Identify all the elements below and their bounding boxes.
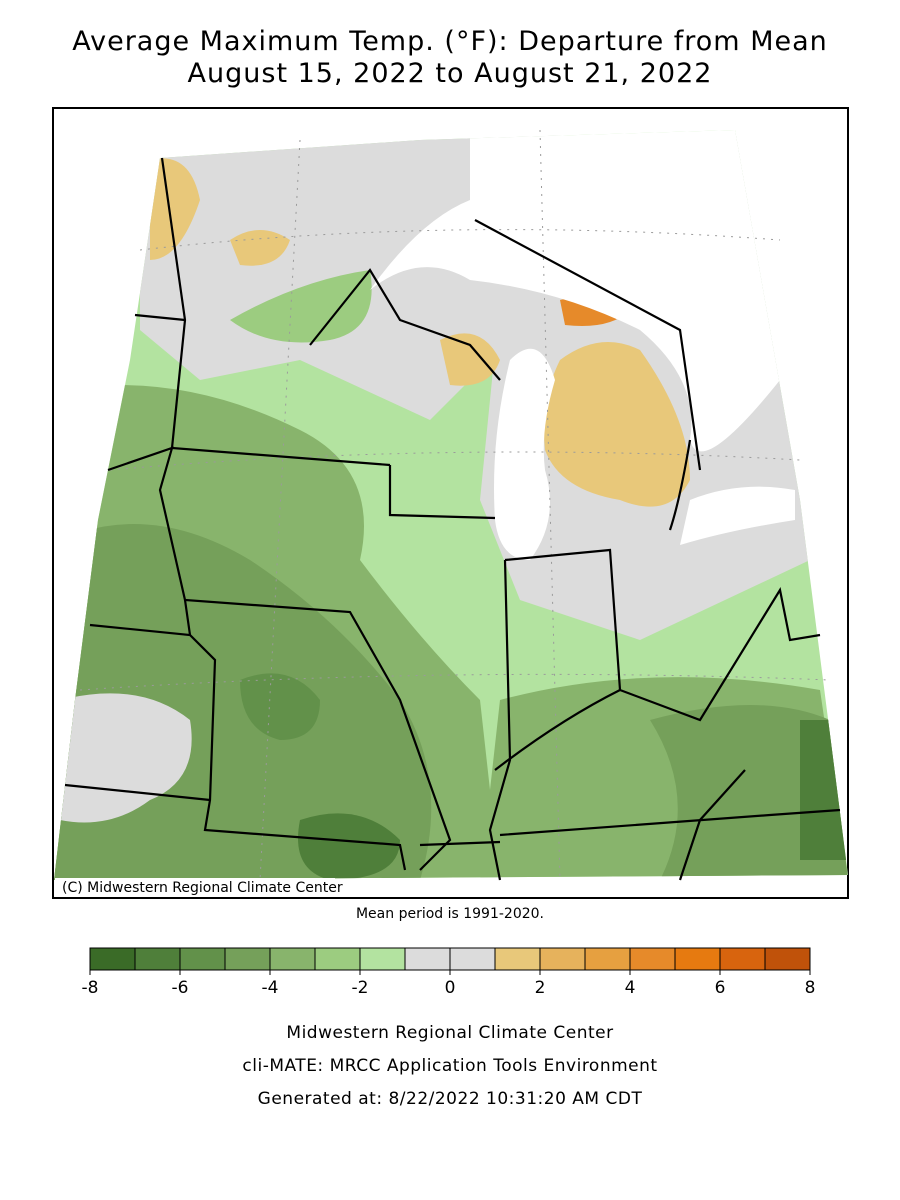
color-bin xyxy=(764,947,811,971)
color-bin xyxy=(719,947,766,971)
color-bin xyxy=(539,947,586,971)
note: Mean period is 1991-2020. xyxy=(356,906,544,922)
tick-label: -4 xyxy=(262,978,279,998)
color-bin xyxy=(359,947,406,971)
color-bin xyxy=(584,947,631,971)
color-bin xyxy=(269,947,316,971)
footer-line: cli-MATE: MRCC Application Tools Environ… xyxy=(242,1056,657,1076)
color-bin xyxy=(224,947,271,971)
tick-label: 4 xyxy=(625,978,636,998)
color-bin xyxy=(179,947,226,971)
credit: (C) Midwestern Regional Climate Center xyxy=(62,880,343,896)
color-bin xyxy=(134,947,181,971)
credit-box xyxy=(55,878,335,896)
title: Average Maximum Temp. (°F): Departure fr… xyxy=(72,26,828,57)
tick-label: -2 xyxy=(352,978,369,998)
subtitle: August 15, 2022 to August 21, 2022 xyxy=(188,58,713,89)
graticule xyxy=(79,129,831,881)
state-borders xyxy=(64,157,841,881)
color-bin xyxy=(314,947,361,971)
color-bin xyxy=(494,947,541,971)
color-bin xyxy=(629,947,676,971)
color-bin xyxy=(674,947,721,971)
tick-label: -6 xyxy=(172,978,189,998)
map-area: (C) Midwestern Regional Climate Center xyxy=(52,107,849,899)
shading xyxy=(54,130,848,880)
tick-label: -8 xyxy=(82,978,99,998)
tick-label: 6 xyxy=(715,978,726,998)
color-bin xyxy=(89,947,136,971)
tick-label: 8 xyxy=(805,978,816,998)
colorbar: -8 -6 -4 -2 0 2 4 6 8 xyxy=(82,947,816,998)
color-bin xyxy=(404,947,451,971)
footer-line: Midwestern Regional Climate Center xyxy=(286,1023,613,1043)
tick-label: 0 xyxy=(445,978,456,998)
color-bin xyxy=(449,947,496,971)
footer-line: Generated at: 8/22/2022 10:31:20 AM CDT xyxy=(258,1089,643,1109)
tick-label: 2 xyxy=(535,978,546,998)
